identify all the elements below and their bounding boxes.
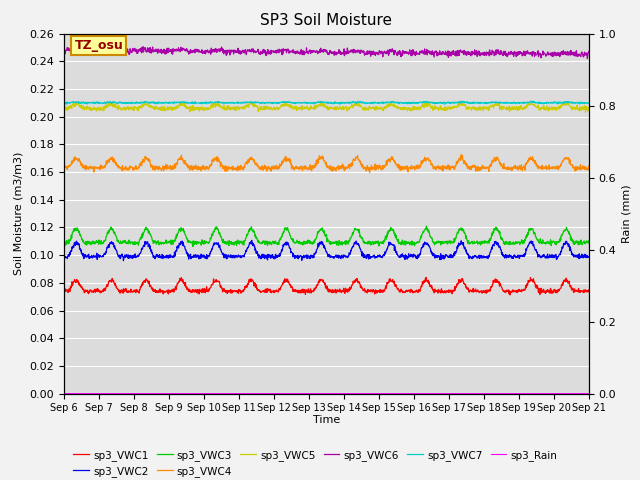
sp3_Rain	[585, 391, 593, 396]
sp3_VWC6	[523, 48, 531, 54]
sp3_Rain	[164, 391, 172, 396]
sp3_VWC2	[177, 240, 185, 246]
sp3_VWC1	[408, 287, 415, 293]
sp3_VWC4	[236, 165, 243, 170]
sp3_VWC6	[60, 48, 68, 53]
sp3_VWC2	[60, 253, 68, 259]
Y-axis label: Soil Moisture (m3/m3): Soil Moisture (m3/m3)	[14, 152, 24, 276]
sp3_VWC6	[408, 53, 416, 59]
Title: SP3 Soil Moisture: SP3 Soil Moisture	[260, 13, 392, 28]
sp3_VWC7	[458, 98, 465, 104]
sp3_VWC5	[60, 103, 68, 109]
Text: TZ_osu: TZ_osu	[74, 39, 124, 52]
sp3_VWC7	[60, 100, 68, 106]
sp3_VWC1	[164, 289, 172, 295]
sp3_VWC7	[408, 101, 415, 107]
sp3_VWC1	[236, 288, 243, 293]
sp3_VWC3	[177, 228, 184, 234]
Line: sp3_VWC5: sp3_VWC5	[64, 102, 589, 112]
sp3_VWC5	[236, 104, 243, 110]
sp3_VWC7	[177, 100, 184, 106]
sp3_Rain	[523, 391, 531, 396]
X-axis label: Time: Time	[313, 415, 340, 425]
sp3_VWC1	[524, 281, 531, 287]
sp3_VWC6	[236, 48, 244, 54]
sp3_VWC3	[189, 244, 196, 250]
sp3_VWC5	[585, 106, 593, 112]
sp3_VWC6	[584, 56, 591, 61]
sp3_VWC5	[523, 102, 531, 108]
sp3_VWC6	[106, 44, 113, 49]
sp3_VWC4	[177, 155, 184, 160]
sp3_VWC4	[366, 169, 374, 175]
Line: sp3_VWC1: sp3_VWC1	[64, 277, 589, 295]
sp3_VWC7	[441, 101, 449, 107]
sp3_Rain	[177, 391, 184, 396]
sp3_VWC4	[458, 152, 465, 157]
sp3_VWC6	[477, 51, 484, 57]
sp3_VWC6	[177, 47, 185, 53]
sp3_VWC7	[164, 100, 172, 106]
sp3_VWC1	[177, 277, 184, 283]
sp3_VWC5	[582, 109, 589, 115]
sp3_VWC5	[164, 107, 172, 113]
sp3_VWC7	[477, 99, 484, 105]
sp3_VWC2	[164, 253, 172, 259]
sp3_VWC2	[120, 258, 127, 264]
sp3_VWC2	[408, 254, 416, 260]
Y-axis label: Rain (mm): Rain (mm)	[622, 184, 632, 243]
sp3_VWC5	[177, 103, 184, 108]
sp3_VWC4	[524, 159, 531, 165]
Line: sp3_VWC4: sp3_VWC4	[64, 155, 589, 172]
sp3_VWC1	[477, 288, 484, 294]
sp3_VWC4	[408, 164, 416, 170]
sp3_Rain	[236, 391, 243, 396]
sp3_VWC3	[422, 223, 430, 229]
sp3_VWC4	[477, 168, 484, 173]
sp3_VWC5	[317, 99, 324, 105]
sp3_VWC2	[248, 238, 255, 243]
Line: sp3_VWC2: sp3_VWC2	[64, 240, 589, 261]
sp3_VWC6	[164, 49, 172, 55]
sp3_VWC7	[585, 100, 593, 106]
sp3_VWC3	[60, 241, 68, 247]
sp3_VWC4	[585, 164, 593, 170]
sp3_VWC5	[408, 106, 416, 112]
sp3_VWC6	[585, 48, 593, 54]
sp3_Rain	[476, 391, 484, 396]
Line: sp3_VWC6: sp3_VWC6	[64, 47, 589, 59]
sp3_VWC1	[422, 275, 430, 280]
sp3_VWC3	[524, 233, 531, 239]
sp3_VWC3	[236, 238, 244, 244]
Line: sp3_VWC7: sp3_VWC7	[64, 101, 589, 104]
sp3_VWC4	[60, 163, 68, 169]
sp3_VWC2	[585, 254, 593, 260]
sp3_Rain	[60, 391, 68, 396]
sp3_VWC7	[524, 99, 531, 105]
sp3_VWC2	[236, 253, 244, 259]
sp3_VWC3	[164, 240, 172, 245]
sp3_VWC3	[477, 241, 484, 247]
sp3_VWC2	[524, 245, 531, 251]
sp3_Rain	[408, 391, 415, 396]
sp3_VWC1	[506, 292, 514, 298]
Legend: sp3_VWC1, sp3_VWC2, sp3_VWC3, sp3_VWC4, sp3_VWC5, sp3_VWC6, sp3_VWC7, sp3_Rain: sp3_VWC1, sp3_VWC2, sp3_VWC3, sp3_VWC4, …	[69, 445, 562, 480]
sp3_VWC5	[477, 106, 484, 112]
Line: sp3_VWC3: sp3_VWC3	[64, 226, 589, 247]
sp3_VWC3	[408, 242, 416, 248]
sp3_VWC4	[164, 165, 172, 170]
sp3_VWC1	[60, 288, 68, 294]
sp3_VWC7	[236, 100, 243, 106]
sp3_VWC1	[585, 287, 593, 293]
sp3_VWC2	[477, 253, 484, 259]
sp3_VWC3	[585, 238, 593, 243]
